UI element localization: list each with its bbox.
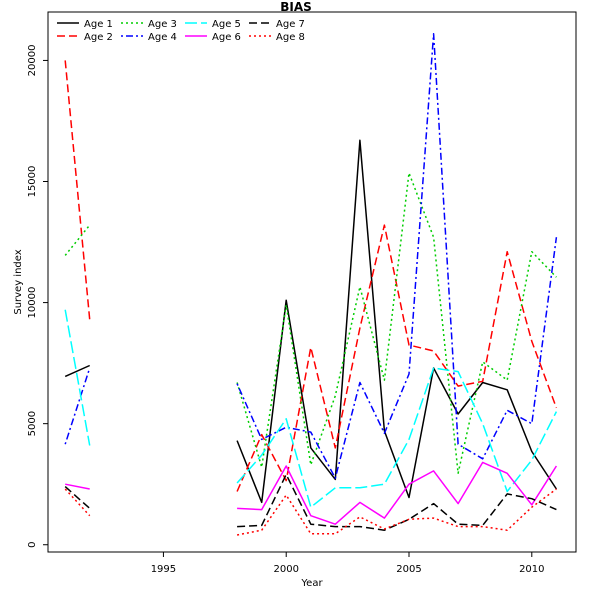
series-line-age-3 xyxy=(64,172,557,475)
series-line-age-8 xyxy=(64,488,557,536)
x-tick-label: 2005 xyxy=(396,564,421,575)
legend-label: Age 1 xyxy=(84,19,113,30)
y-tick-label: 15000 xyxy=(27,166,38,198)
x-tick-label: 1995 xyxy=(151,564,176,575)
y-tick-label: 10000 xyxy=(27,287,38,319)
legend-label: Age 2 xyxy=(84,32,113,43)
legend-label: Age 4 xyxy=(148,32,177,43)
legend: Age 1 Age 2 Age 3 Age 4 Age 5 Age 6 Age 7 Age 8 xyxy=(57,19,305,43)
series-line-age-1 xyxy=(64,139,558,504)
x-axis-label: Year xyxy=(300,578,323,589)
y-axis-label: Survey index xyxy=(13,249,24,314)
series-line-age-2 xyxy=(64,60,558,492)
series-line-age-5 xyxy=(64,309,558,508)
x-tick-label: 2010 xyxy=(519,564,544,575)
y-tick-label: 20000 xyxy=(27,45,38,77)
y-tick-label: 5000 xyxy=(27,411,38,436)
legend-label: Age 8 xyxy=(276,32,305,43)
legend-label: Age 3 xyxy=(148,19,177,30)
series-layer xyxy=(64,33,558,536)
y-tick-label: 0 xyxy=(27,542,38,548)
legend-label: Age 6 xyxy=(212,32,241,43)
y-axis: 0 5000 10000 15000 20000 xyxy=(27,45,48,548)
chart-title: BIAS xyxy=(280,0,312,14)
legend-label: Age 7 xyxy=(276,19,305,30)
series-line-age-4 xyxy=(64,33,558,479)
x-axis: 1995 2000 2005 2010 xyxy=(151,552,545,575)
series-line-age-6 xyxy=(65,461,558,525)
plot-frame xyxy=(47,11,577,553)
x-tick-label: 2000 xyxy=(273,564,298,575)
legend-label: Age 5 xyxy=(212,19,241,30)
series-line-age-7 xyxy=(64,473,557,531)
